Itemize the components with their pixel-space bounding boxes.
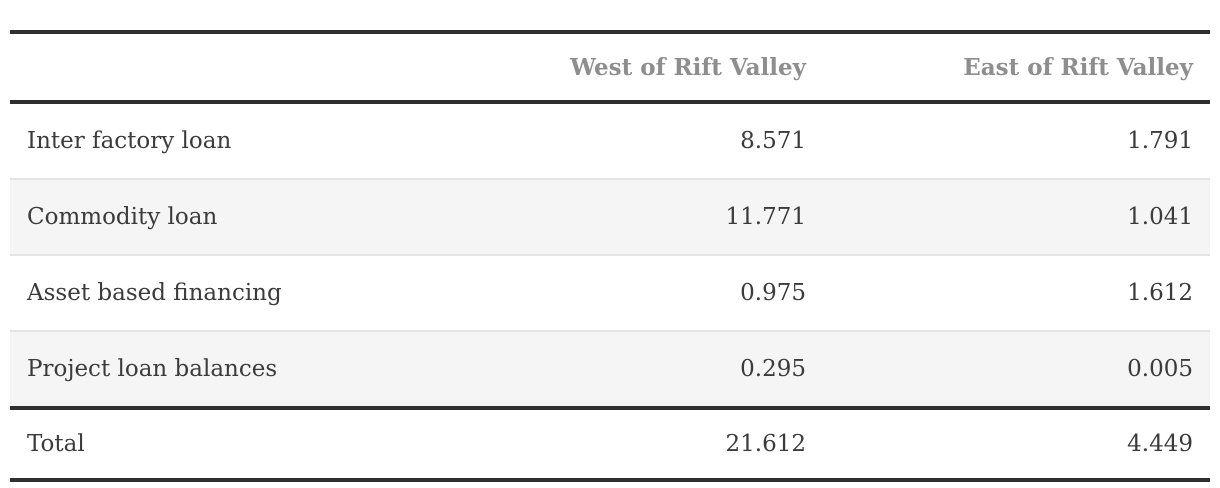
loans-table: West of Rift Valley East of Rift Valley …	[10, 30, 1210, 482]
total-row: Total 21.612 4.449	[10, 406, 1210, 480]
table-row: Project loan balances 0.295 0.005	[10, 330, 1210, 408]
column-header-empty	[10, 32, 500, 104]
cell-west: 11.771	[500, 178, 823, 255]
header-row: West of Rift Valley East of Rift Valley	[10, 32, 1210, 104]
total-label: Total	[10, 406, 500, 480]
table-footer: Total 21.612 4.449	[10, 406, 1210, 480]
cell-west: 0.975	[500, 254, 823, 331]
row-label: Commodity loan	[10, 178, 500, 255]
table-row: Commodity loan 11.771 1.041	[10, 178, 1210, 255]
cell-east: 1.612	[823, 254, 1210, 331]
table-row: Asset based financing 0.975 1.612	[10, 254, 1210, 331]
row-label: Asset based financing	[10, 254, 500, 331]
column-header-east: East of Rift Valley	[823, 32, 1210, 104]
row-label: Inter factory loan	[27, 128, 232, 154]
table-body: Inter factory loan 8.571 1.791 Commodity…	[10, 102, 1210, 408]
cell-east: 1.041	[823, 178, 1210, 255]
cell-west: 8.571	[740, 128, 806, 154]
table-row: Inter factory loan 8.571 1.791	[10, 102, 1210, 179]
total-cell-west: 21.612	[500, 406, 823, 480]
cell-east: 1.791	[1127, 128, 1193, 154]
cell-east: 0.005	[823, 330, 1210, 408]
row-label: Project loan balances	[10, 330, 500, 408]
total-cell-east: 4.449	[823, 406, 1210, 480]
column-header-west: West of Rift Valley	[500, 32, 823, 104]
data-table-container: West of Rift Valley East of Rift Valley …	[10, 30, 1210, 482]
table-header: West of Rift Valley East of Rift Valley	[10, 32, 1210, 104]
cell-west: 0.295	[500, 330, 823, 408]
